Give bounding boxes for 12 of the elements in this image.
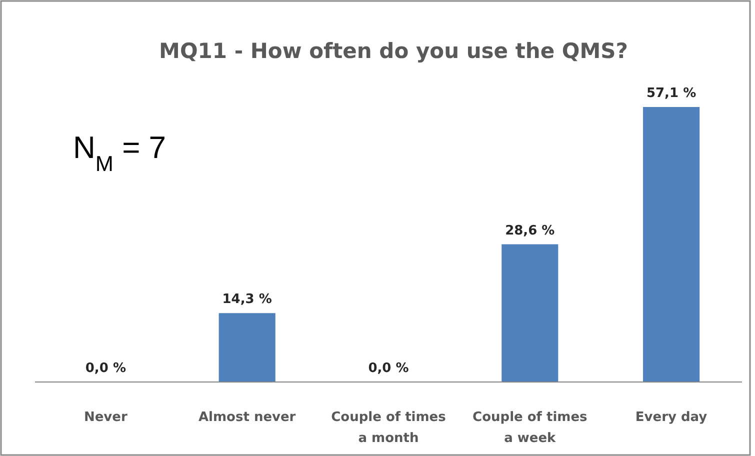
annotation: N$_{M}$ = 7 xyxy=(73,130,166,176)
data-label: 57,1 % xyxy=(646,86,696,101)
x-tick-label: Almost never xyxy=(198,410,296,425)
x-tick-label: Couple of times a week xyxy=(472,410,588,446)
chart-title: MQ11 - How often do you use the QMS? xyxy=(159,39,628,63)
data-label: 28,6 % xyxy=(505,223,555,238)
x-tick-label: Never xyxy=(84,410,128,425)
data-label: 0,0 % xyxy=(368,361,409,376)
data-label: 14,3 % xyxy=(222,292,272,308)
data-label: 0,0 % xyxy=(85,361,126,376)
x-tick-label: Couple of times a month xyxy=(331,410,446,446)
x-tick-label: Every day xyxy=(635,410,708,425)
